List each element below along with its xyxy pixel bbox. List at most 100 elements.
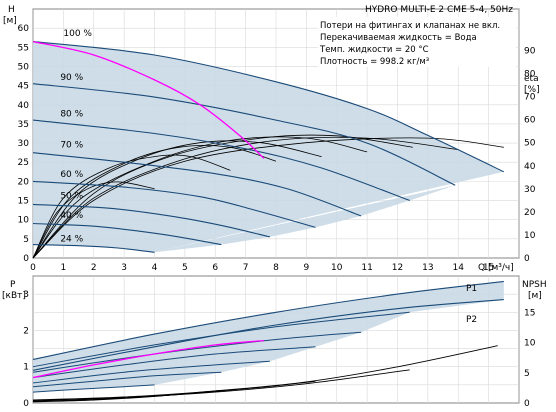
right-tick-label: 10: [524, 231, 536, 241]
npsh-axis-unit: [м]: [528, 291, 542, 301]
right-tick-label: 80: [524, 70, 536, 80]
npsh-axis-label: NPSH: [522, 280, 547, 290]
npsh-tick-label: 0: [524, 399, 530, 409]
series-label-p2: P2: [466, 315, 477, 325]
head-curve: [32, 152, 362, 217]
chart-title: HYDRO MULTI-E 2 CME 5-4, 50Hz: [365, 5, 513, 15]
y-tick-label: 50: [18, 62, 30, 72]
x-tick-label: 8: [273, 263, 279, 273]
y-tick-label: 20: [18, 177, 30, 187]
npsh-curve: [32, 389, 222, 403]
efficiency-curve: [32, 181, 155, 259]
speed-label: 50 %: [60, 192, 83, 202]
right-tick-label: 70: [524, 93, 536, 103]
x-tick-label: 10: [331, 263, 343, 273]
y-tick-label: 25: [18, 158, 29, 168]
x-tick-label: 9: [304, 263, 310, 273]
power-curve: [32, 360, 270, 384]
right-tick-label: 50: [524, 139, 536, 149]
speed-label: 80 %: [60, 109, 83, 119]
power-axis-ticks: 0 1 2 3 0 5 10 15: [23, 290, 535, 409]
y-tick-label: 0: [23, 254, 29, 264]
efficiency-axis-label: eta: [524, 74, 539, 84]
x-tick-label: 1: [61, 263, 67, 273]
y-tick-label: 10: [18, 216, 30, 226]
chart-note: Потери на фитингах и клапанах не вкл.: [320, 21, 500, 31]
highlighted-curve: [32, 40, 265, 159]
speed-label: 60 %: [60, 170, 83, 180]
speed-labels: 100 % 90 % 80 % 70 % 60 % 50 % 40 % 24 %: [60, 29, 92, 245]
right-tick-label: 30: [524, 185, 536, 195]
y-tick-label: 40: [18, 101, 30, 111]
speed-label: 100 %: [63, 29, 92, 39]
speed-label: 70 %: [60, 141, 83, 151]
speed-label: 90 %: [60, 73, 83, 83]
npsh-curves: [32, 345, 498, 403]
head-axis-unit: [м]: [3, 16, 17, 26]
efficiency-curve: [32, 154, 231, 259]
power-axis-unit: [кВт]: [2, 291, 26, 301]
head-curve: [32, 222, 222, 246]
chart-notes: Потери на фитингах и клапанах не вкл. Пер…: [319, 21, 500, 67]
x-tick-label: 4: [152, 263, 158, 273]
power-curve: [32, 384, 155, 393]
power-tick-label: 1: [23, 363, 29, 373]
power-chart-panel: 0 1 2 3 0 5 10 15 P1 P2 P [кВт] NPSH [м]: [2, 275, 547, 409]
power-curve: [32, 311, 410, 368]
head-curve: [32, 41, 505, 173]
power-series-curve: [32, 280, 504, 361]
speed-label: 24 %: [60, 235, 83, 245]
y-tick-label: 60: [18, 24, 30, 34]
head-chart-panel: 0 1 2 3 4 5 6 7 8 9 10 11 12 13 14 15051015202530354045…: [3, 5, 540, 273]
right-tick-label: 0: [524, 254, 530, 264]
x-tick-label: 6: [212, 263, 218, 273]
y-tick-label: 5: [23, 235, 29, 245]
right-tick-label: 20: [524, 208, 536, 218]
right-tick-label: 90: [524, 47, 536, 57]
head-curve: [32, 180, 316, 228]
highlighted-head-curve: [32, 40, 265, 159]
power-series-curve: [32, 299, 504, 371]
y-tick-label: 55: [18, 43, 29, 53]
x-tick-label: 2: [91, 263, 97, 273]
chart-note: Перекачиваемая жидкость = Вода: [320, 33, 477, 43]
power-axis-label: P: [10, 280, 16, 290]
power-tick-label: 3: [23, 290, 29, 300]
x-tick-label: 15: [483, 263, 494, 273]
efficiency-curves: [32, 134, 504, 259]
head-curve: [32, 83, 456, 186]
head-axis-label: H: [8, 5, 15, 15]
x-tick-label: 12: [392, 263, 403, 273]
y-tick-label: 45: [18, 82, 29, 92]
x-tick-label: 5: [182, 263, 188, 273]
head-curves: [32, 41, 505, 253]
chart-note: Плотность = 998.2 кг/м³: [320, 57, 429, 67]
power-curves: [32, 280, 504, 393]
series-label-p1: P1: [466, 284, 477, 294]
power-tick-label: 0: [23, 399, 29, 409]
power-curve: [32, 331, 362, 373]
power-tick-label: 2: [23, 326, 29, 336]
flow-axis-label: Q [м³/ч]: [478, 263, 514, 273]
power-range-shading: [33, 281, 504, 393]
power-series-labels: P1 P2: [466, 284, 477, 325]
head-curve: [32, 203, 271, 238]
power-curve: [32, 346, 316, 379]
y-tick-label: 35: [18, 120, 29, 130]
efficiency-curve: [32, 136, 368, 259]
highlighted-power-curve: [32, 339, 264, 379]
efficiency-axis-unit: [%]: [524, 85, 540, 95]
highlighted-power-curve-line: [32, 339, 264, 379]
x-tick-label: 14: [453, 263, 465, 273]
x-tick-label: 7: [243, 263, 249, 273]
npsh-tick-label: 5: [524, 369, 530, 379]
x-tick-label: 13: [422, 263, 433, 273]
y-tick-label: 30: [18, 139, 30, 149]
chart-note: Темп. жидкости = 20 °C: [319, 45, 429, 55]
x-tick-label: 3: [121, 263, 127, 273]
head-curve: [32, 244, 155, 253]
head-curve: [32, 119, 410, 202]
y-tick-label: 15: [18, 197, 29, 207]
speed-label: 40 %: [60, 211, 83, 221]
